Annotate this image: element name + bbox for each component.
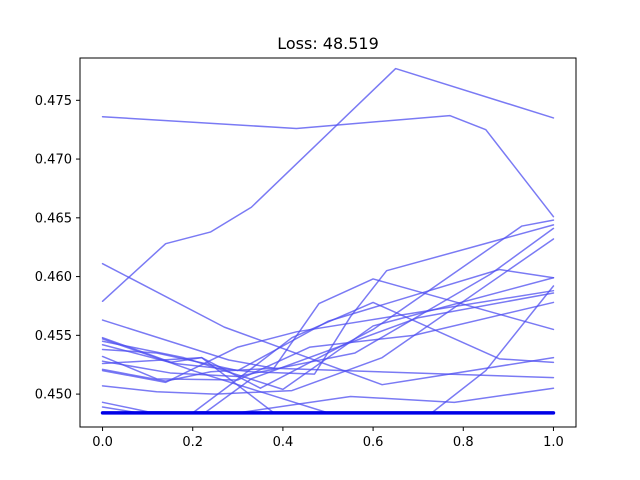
- series-line-s9: [101, 367, 555, 382]
- x-tick-label: 0.2: [182, 435, 203, 450]
- y-tick-label: 0.460: [35, 270, 72, 285]
- series-line-s10: [101, 238, 555, 395]
- series-line-s8: [101, 227, 555, 378]
- x-tick-label: 0.4: [273, 435, 294, 450]
- y-tick-label: 0.470: [35, 153, 72, 168]
- series-line-s12: [101, 268, 555, 372]
- plot-frame: [79, 57, 577, 428]
- chart-title: Loss: 48.519: [277, 34, 379, 53]
- series-layer: [100, 67, 556, 415]
- x-tick-label: 1.0: [543, 435, 564, 450]
- x-tick-label: 0.6: [363, 435, 384, 450]
- x-axis: 0.0 0.2 0.4 0.6 0.8 1.0: [92, 427, 564, 450]
- series-line-s17: [101, 289, 555, 384]
- y-tick-label: 0.455: [35, 329, 72, 344]
- y-tick-label: 0.465: [35, 211, 72, 226]
- y-axis: 0.450 0.455 0.460 0.465 0.470 0.475: [35, 94, 80, 403]
- series-line-s1: [101, 114, 555, 218]
- y-tick-label: 0.475: [35, 94, 72, 109]
- series-line-s3: [101, 262, 555, 386]
- series-line-s13: [101, 387, 555, 414]
- y-tick-label: 0.450: [35, 388, 72, 403]
- series-line-s2: [101, 67, 555, 303]
- x-tick-label: 0.8: [453, 435, 474, 450]
- x-tick-label: 0.0: [92, 435, 113, 450]
- series-line-s7: [101, 301, 555, 381]
